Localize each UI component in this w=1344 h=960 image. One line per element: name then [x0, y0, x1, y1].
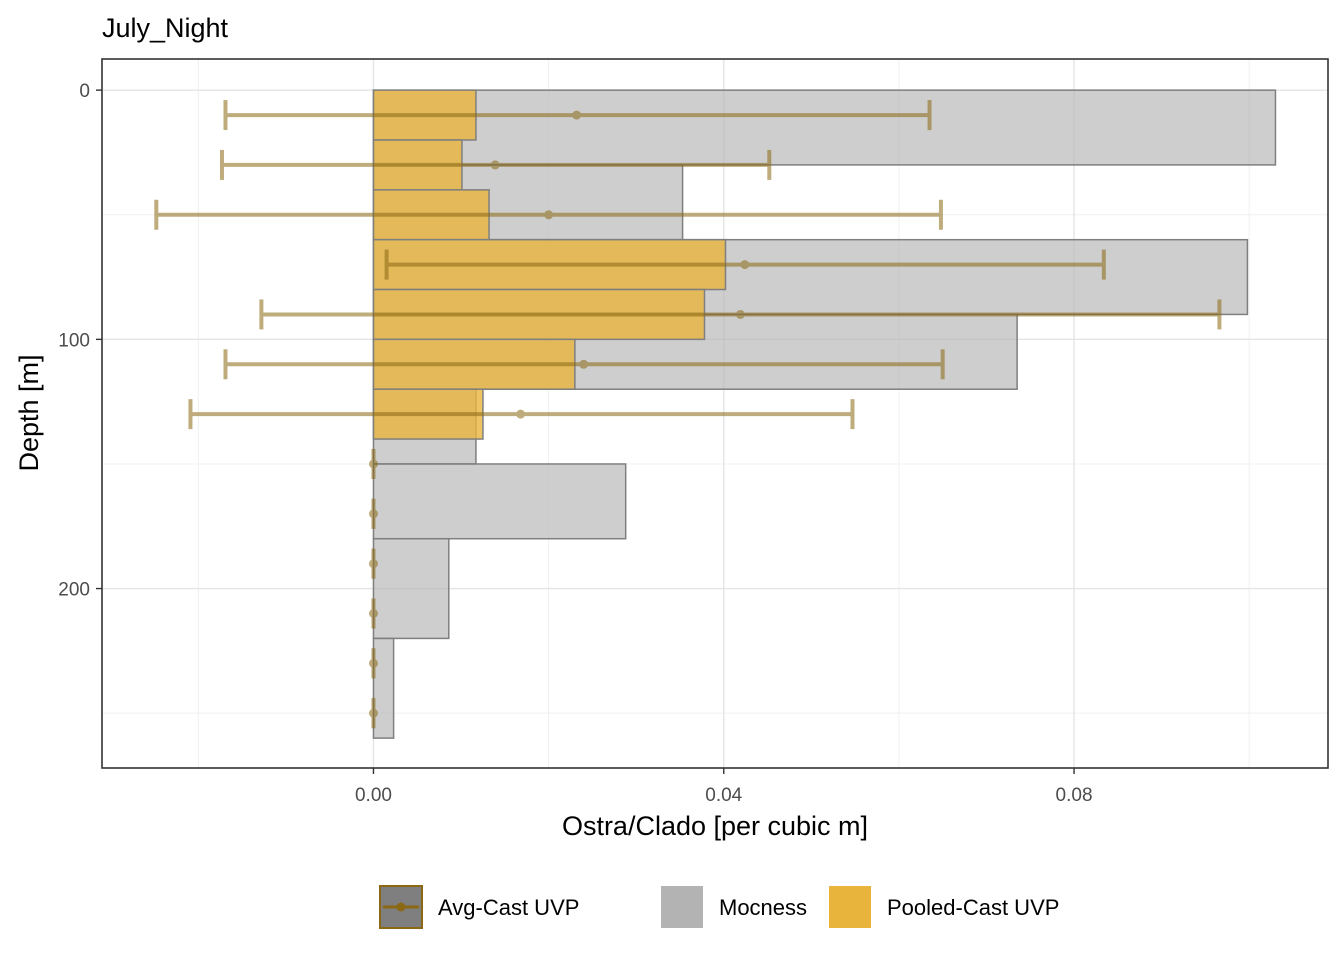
legend-label: Mocness [719, 895, 807, 920]
avg-uvp-errorbar-3 [384, 249, 1106, 280]
avg-uvp-errorbar-12 [368, 698, 378, 729]
avg-uvp-errorbar-9 [368, 548, 378, 579]
avg-uvp-errorbar-8 [368, 498, 378, 529]
avg-uvp-point-7 [368, 459, 378, 469]
mocness-bar-7 [372, 637, 395, 739]
avg-uvp-errorbar-11 [368, 648, 378, 679]
avg-uvp-point-12 [368, 708, 378, 718]
avg-uvp-errorbar-6 [188, 399, 855, 430]
avg-uvp-point-1 [490, 160, 500, 170]
plot-panel [101, 58, 1329, 769]
y-tick-label: 100 [58, 330, 90, 351]
panel-border [101, 58, 1329, 769]
x-tick-label: 0.04 [705, 785, 742, 806]
legend-label: Avg-Cast UVP [438, 895, 579, 920]
avg-uvp-errorbar-2 [154, 199, 943, 230]
avg-uvp-point-8 [368, 509, 378, 519]
mocness-bar-6 [372, 537, 450, 640]
avg-uvp-point-5 [579, 359, 589, 369]
x-tick-label: 0.00 [355, 785, 392, 806]
avg-uvp-point-0 [572, 110, 582, 120]
avg-uvp-errorbar-7 [368, 448, 378, 479]
legend: Avg-Cast UVP Mocness Pooled-Cast UVP [379, 885, 1059, 929]
y-tick-label: 0 [79, 81, 90, 102]
avg-uvp-errorbar-10 [368, 598, 378, 629]
avg-uvp-errorbar-4 [259, 299, 1222, 330]
avg-uvp-point-3 [740, 260, 750, 270]
legend-key-mocness [661, 886, 703, 928]
legend-key-pooled-uvp [829, 886, 871, 928]
y-axis-title: Depth [m] [14, 354, 44, 471]
avg-uvp-point-4 [735, 309, 745, 319]
avg-uvp-point-10 [368, 608, 378, 618]
avg-uvp-point-11 [368, 658, 378, 668]
chart-title: July_Night [102, 13, 229, 43]
avg-uvp-errorbar-0 [223, 100, 932, 131]
legend-label: Pooled-Cast UVP [887, 895, 1059, 920]
legend-key-point [396, 902, 406, 912]
avg-uvp-point-2 [544, 210, 554, 220]
avg-uvp-errorbar-5 [223, 349, 945, 380]
avg-uvp-point-6 [516, 409, 526, 419]
x-tick-label: 0.08 [1056, 785, 1093, 806]
x-axis-title: Ostra/Clado [per cubic m] [562, 811, 868, 841]
avg-uvp-point-9 [368, 559, 378, 569]
avg-uvp-errorbar-1 [219, 149, 772, 180]
mocness-bar-5 [372, 463, 627, 540]
mocness-bar-0 [372, 89, 1277, 166]
y-tick-label: 200 [58, 580, 90, 601]
